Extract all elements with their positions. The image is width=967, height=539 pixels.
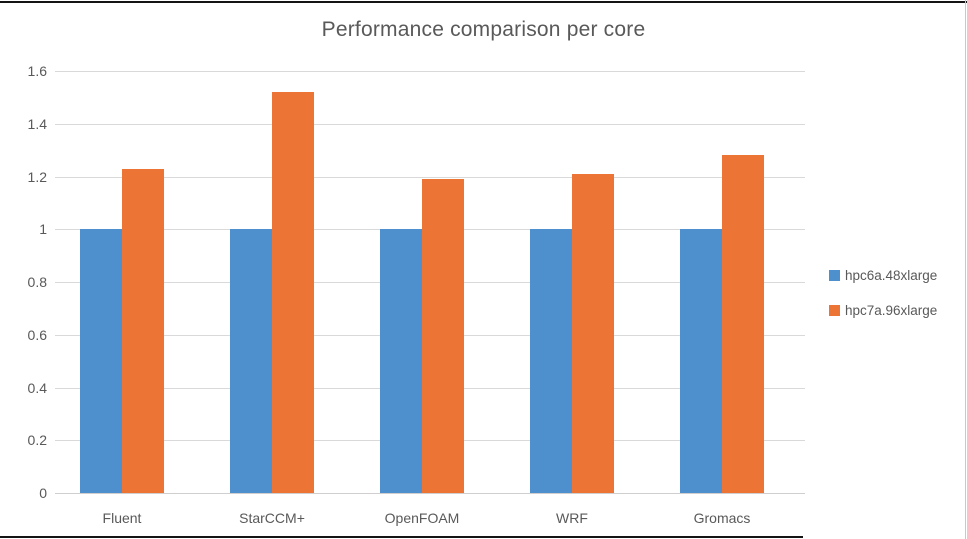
y-tick-label: 0.6 <box>27 327 47 343</box>
y-tick-label: 1 <box>39 221 47 237</box>
bar-hpc7a.96xlarge-OpenFOAM <box>422 179 464 493</box>
bar-hpc6a.48xlarge-StarCCM+ <box>230 229 272 493</box>
window-top-border <box>0 1 967 3</box>
gridline <box>55 177 805 178</box>
y-tick-label: 1.2 <box>27 169 47 185</box>
window-bottom-border <box>0 536 803 538</box>
legend-label: hpc7a.96xlarge <box>845 303 938 318</box>
bar-hpc6a.48xlarge-OpenFOAM <box>380 229 422 493</box>
y-tick-label: 0.2 <box>27 432 47 448</box>
bar-hpc7a.96xlarge-Gromacs <box>722 155 764 493</box>
gridline <box>55 124 805 125</box>
x-tick-label-Gromacs: Gromacs <box>693 510 751 526</box>
x-tick-label-WRF: WRF <box>556 510 588 526</box>
y-tick-label: 1.6 <box>27 63 47 79</box>
x-axis: Fluent StarCCM+ OpenFOAM WRF Gromacs <box>55 510 805 530</box>
legend-item: hpc6a.48xlarge <box>829 268 937 283</box>
plot-area <box>55 71 805 494</box>
x-axis-line <box>55 493 805 494</box>
window-right-edge <box>965 0 966 539</box>
legend-label: hpc6a.48xlarge <box>845 268 938 283</box>
bar-hpc6a.48xlarge-WRF <box>530 229 572 493</box>
y-tick-label: 0.8 <box>27 274 47 290</box>
chart-title: Performance comparison per core <box>321 18 646 41</box>
y-tick-label: 0 <box>39 485 47 501</box>
x-tick-label-OpenFOAM: OpenFOAM <box>384 510 460 526</box>
legend: hpc6a.48xlarge hpc7a.96xlarge <box>829 268 937 338</box>
y-tick-label: 0.4 <box>27 380 47 396</box>
legend-swatch-series1 <box>829 270 840 281</box>
bar-hpc6a.48xlarge-Fluent <box>80 229 122 493</box>
bar-hpc6a.48xlarge-Gromacs <box>680 229 722 493</box>
y-tick-label: 1.4 <box>27 116 47 132</box>
bar-hpc7a.96xlarge-WRF <box>572 174 614 493</box>
legend-item: hpc7a.96xlarge <box>829 303 937 318</box>
x-tick-label-Fluent: Fluent <box>102 510 142 526</box>
legend-swatch-series2 <box>829 305 840 316</box>
bar-hpc7a.96xlarge-Fluent <box>122 169 164 493</box>
bar-hpc7a.96xlarge-StarCCM+ <box>272 92 314 493</box>
x-tick-label-StarCCM+: StarCCM+ <box>239 510 305 526</box>
y-axis: 0 0.2 0.4 0.6 0.8 1 1.2 1.4 1.6 <box>0 63 47 501</box>
gridline <box>55 71 805 72</box>
